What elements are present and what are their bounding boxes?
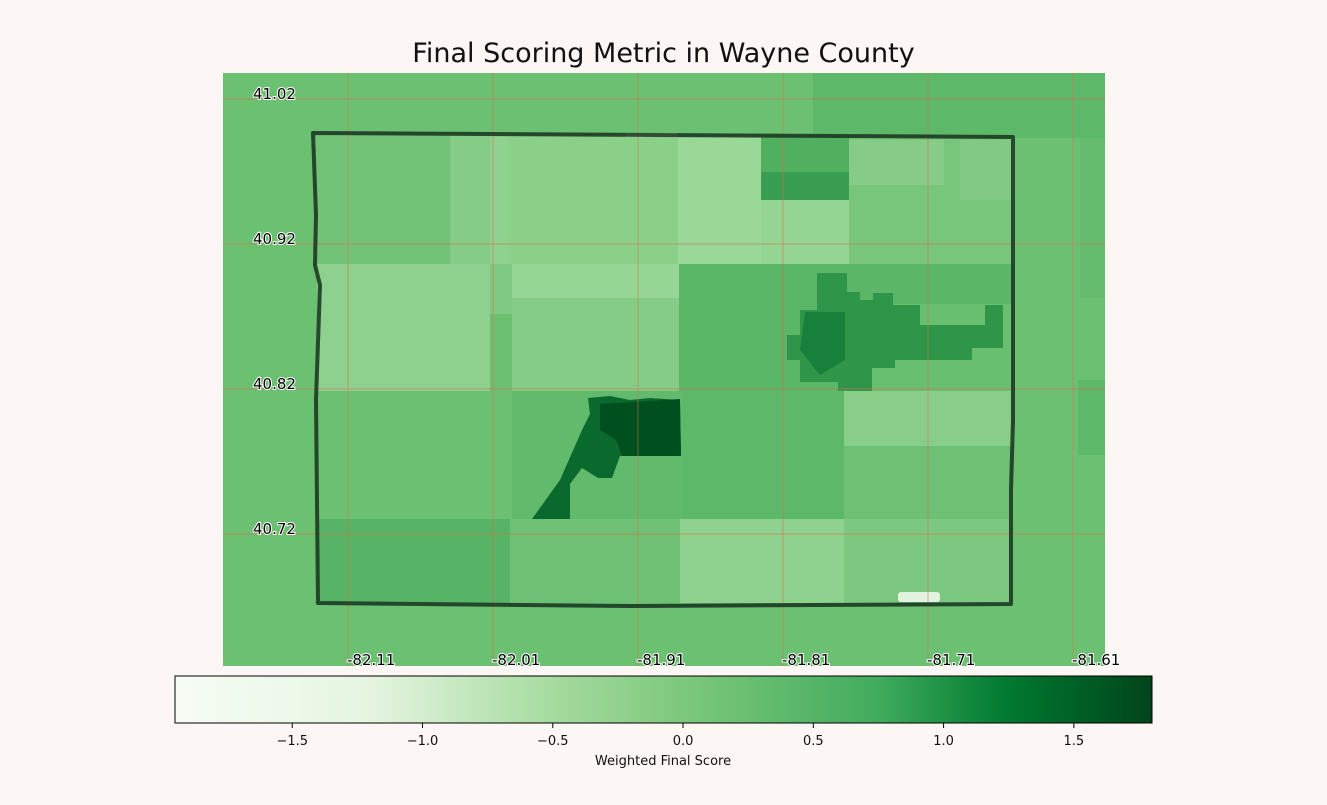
lon-label: -81.71: [927, 651, 975, 669]
region-east-outside: [1080, 138, 1105, 298]
region-r1-c5b: [761, 172, 849, 200]
county-boundary: [311, 131, 1015, 608]
region-r3-c3: [682, 391, 844, 519]
colorbar-tick-label: 0.0: [673, 734, 694, 749]
region-r1-c6b: [960, 140, 1015, 200]
lat-label: 40.92: [253, 230, 296, 248]
colorbar-tick-label: −1.0: [407, 734, 439, 749]
region-r1-c6a: [849, 140, 944, 185]
region-r2-c2b: [512, 298, 679, 391]
lat-label: 40.72: [253, 520, 296, 538]
lon-label: -82.11: [347, 651, 395, 669]
colorbar-ticks: −1.5 −1.0 −0.5 0.0 0.5 1.0 1.5: [276, 723, 1084, 749]
region-r4-c1: [317, 519, 510, 603]
region-r1-c2b: [490, 134, 510, 264]
region-r2-c1b: [490, 264, 512, 314]
choropleth-map: [223, 73, 1105, 666]
colorbar-tick-label: 0.5: [803, 734, 824, 749]
region-r4-c2: [510, 519, 680, 603]
lat-label: 40.82: [253, 375, 296, 393]
region-r1-c1: [315, 134, 450, 264]
colorbar-label: Weighted Final Score: [595, 754, 731, 769]
region-orrville-core: [600, 399, 681, 456]
region-east-outside-2: [1078, 380, 1105, 455]
colorbar-tick-label: −0.5: [537, 734, 569, 749]
lat-label: 41.02: [253, 85, 296, 103]
region-r2-c4a: [847, 264, 1013, 304]
region-r1-c3: [508, 135, 678, 265]
region-r1-c4: [678, 136, 761, 264]
colorbar-gradient: [174, 675, 1153, 724]
colorbar-tick-label: 1.0: [933, 734, 954, 749]
region-r3-c1: [317, 391, 512, 519]
lon-label: -81.61: [1072, 651, 1120, 669]
region-r1-c5c: [761, 200, 849, 264]
colorbar: −1.5 −1.0 −0.5 0.0 0.5 1.0 1.5 Weighted Final …: [174, 675, 1153, 769]
lon-label: -81.81: [782, 651, 830, 669]
region-wooster-core: [800, 312, 845, 375]
colorbar-tick-label: −1.5: [276, 734, 308, 749]
lon-label: -82.01: [492, 651, 540, 669]
map-gridlines: [223, 73, 1105, 666]
region-r4-c3: [680, 519, 844, 603]
region-light-patch: [898, 592, 940, 602]
lon-label: -81.91: [637, 651, 685, 669]
region-r1-c5a: [761, 137, 849, 172]
region-r2-c1: [317, 264, 490, 391]
region-r2-c2a: [512, 264, 679, 298]
region-ne-outside: [813, 73, 1105, 138]
map-title: Final Scoring Metric in Wayne County: [412, 38, 915, 69]
colorbar-tick-label: 1.5: [1063, 734, 1084, 749]
